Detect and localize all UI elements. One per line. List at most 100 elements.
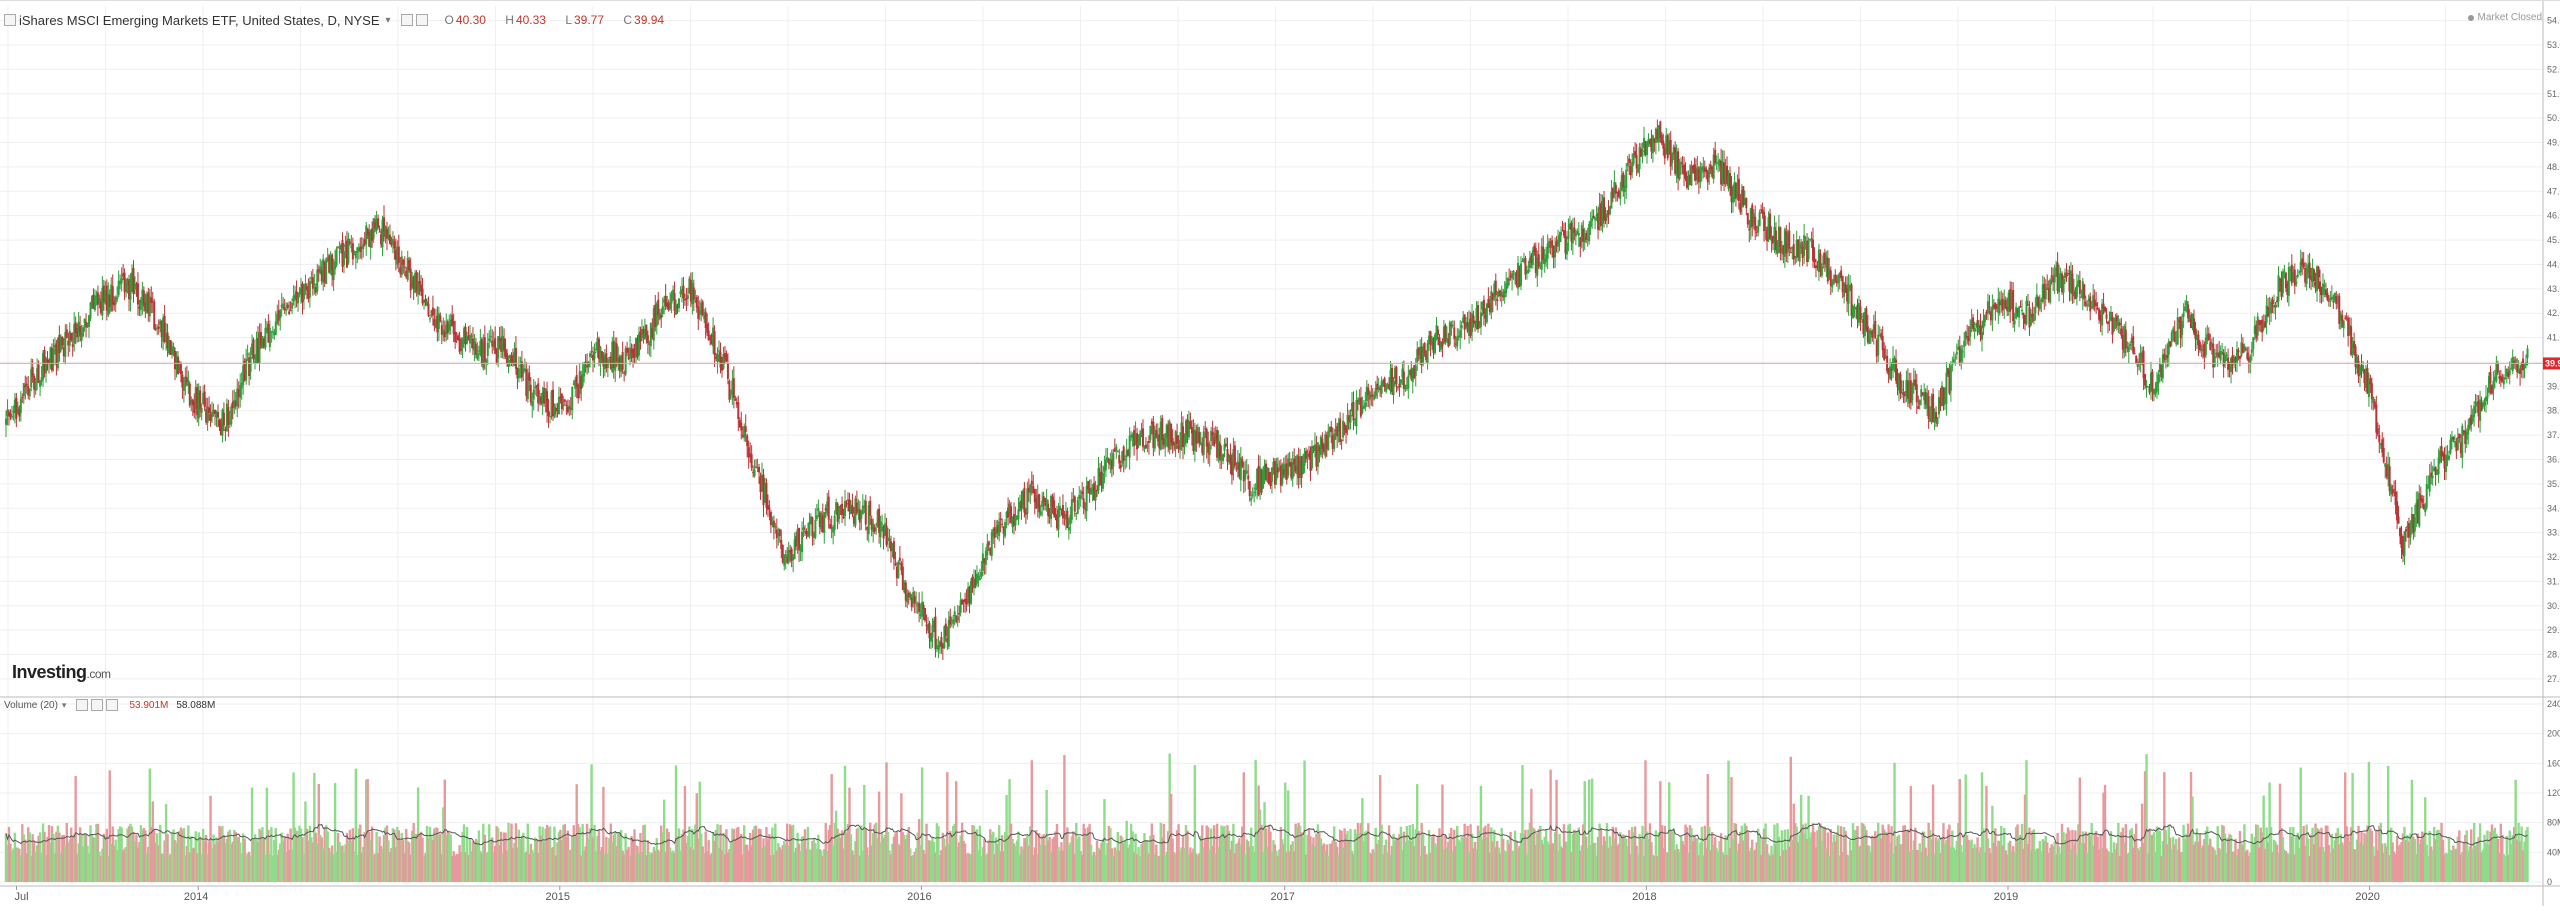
candle-body (1954, 357, 1956, 358)
candle-body (2184, 306, 2186, 311)
candle-body (1965, 332, 1967, 340)
candle-body (865, 501, 867, 525)
candle-body (811, 517, 813, 536)
candle-body (1671, 154, 1673, 164)
candle-body (2282, 271, 2284, 293)
candle-body (2489, 372, 2491, 384)
candle-body (2295, 282, 2297, 285)
candle-body (1916, 384, 1918, 402)
candle-body (2303, 263, 2305, 267)
candle-body (288, 311, 290, 313)
candle-body (2183, 313, 2185, 317)
candle-body (2497, 363, 2499, 372)
candle-body (585, 362, 587, 363)
candle-body (1062, 505, 1064, 518)
candle-body (2371, 383, 2373, 399)
candle-body (2405, 529, 2407, 531)
candle-body (2120, 329, 2122, 336)
candle-body (979, 578, 981, 580)
candle-body (2174, 332, 2176, 343)
candle-body (1937, 418, 1939, 423)
candle-body (924, 608, 926, 620)
candle-body (1400, 379, 1402, 383)
candle-body (1972, 317, 1974, 329)
candle-body (20, 399, 22, 414)
candle-body (843, 517, 845, 518)
candle-body (419, 281, 421, 284)
candle-body (1081, 491, 1083, 494)
candle-body (1246, 471, 1248, 474)
candle-body (594, 352, 596, 360)
candle-body (337, 247, 339, 248)
candle-body (427, 304, 429, 316)
candle-body (1183, 443, 1185, 445)
candle-body (838, 506, 840, 519)
candle-body (734, 399, 736, 401)
candle-body (1415, 366, 1417, 376)
candle-body (2104, 307, 2106, 312)
candle-body (2034, 307, 2036, 313)
candle-body (2449, 440, 2451, 454)
candle-body (774, 526, 776, 527)
candle-body (316, 270, 318, 292)
candle-body (275, 322, 277, 335)
candle-body (2309, 263, 2311, 278)
candle-body (373, 218, 375, 238)
candle-body (153, 302, 155, 329)
candle-body (2079, 280, 2081, 294)
candle-body (2527, 348, 2529, 357)
candle-body (2128, 347, 2130, 352)
candle-body (2237, 350, 2239, 352)
candle-body (1928, 396, 1930, 419)
candle-body (1640, 149, 1642, 157)
candle-body (1395, 367, 1397, 384)
candle-body (1738, 179, 1740, 201)
candle-body (1821, 266, 1823, 276)
candle-body (1041, 501, 1043, 507)
candle-body (313, 284, 315, 285)
candle-body (214, 410, 216, 414)
candle-body (720, 352, 722, 368)
candle-body (1808, 241, 1810, 259)
candle-body (1077, 500, 1079, 514)
candle-body (1981, 332, 1983, 340)
candle-body (333, 268, 335, 280)
candle-body (1031, 481, 1033, 485)
candle-body (38, 365, 40, 384)
candle-body (2421, 499, 2423, 503)
candle-body (2027, 305, 2029, 306)
candle-body (1508, 279, 1510, 280)
candle-body (2484, 402, 2486, 406)
candle-body (26, 384, 28, 386)
candle-body (1642, 151, 1644, 152)
candle-body (2097, 308, 2099, 309)
candle-body (2414, 517, 2416, 532)
candle-body (35, 381, 37, 391)
candle-body (285, 309, 287, 311)
candle-body (1249, 481, 1251, 496)
candle-body (2045, 286, 2047, 299)
candle-body (1452, 325, 1454, 326)
candle-body (2063, 279, 2065, 292)
candle-body (934, 617, 936, 649)
candle-body (2482, 405, 2484, 406)
candle-body (714, 331, 716, 355)
candle-body (988, 541, 990, 545)
candle-body (1461, 325, 1463, 328)
candle-body (1603, 197, 1605, 219)
candle-body (844, 501, 846, 516)
candle-body (2288, 267, 2290, 296)
candle-body (2346, 317, 2348, 318)
candle-body (352, 243, 354, 259)
candle-body (2083, 285, 2085, 299)
candle-body (1083, 499, 1085, 509)
candle-body (1889, 367, 1891, 379)
candle-body (245, 359, 247, 381)
candle-body (404, 266, 406, 267)
candle-body (1960, 349, 1962, 361)
candle-body (1203, 431, 1205, 455)
candle-body (2368, 382, 2370, 397)
candle-body (82, 327, 84, 336)
candle-body (2344, 318, 2346, 319)
candle-body (309, 281, 311, 298)
